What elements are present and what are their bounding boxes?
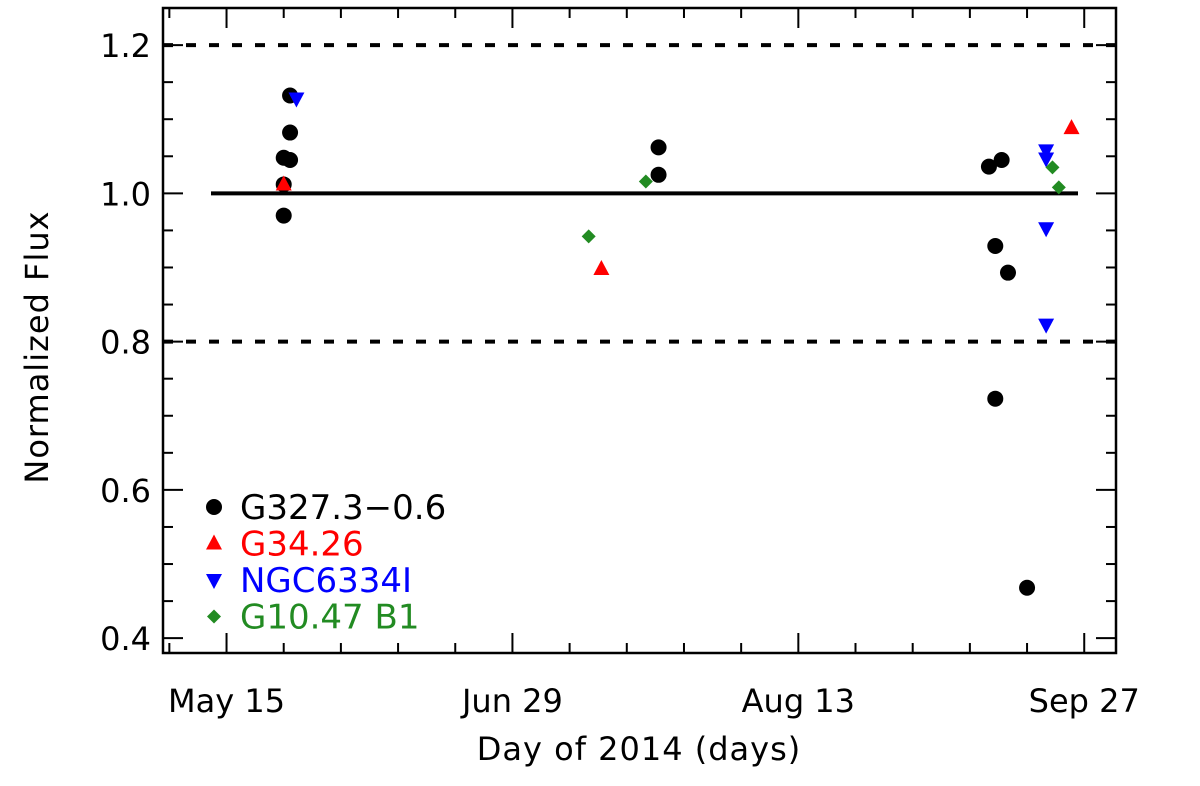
data-point-diamond xyxy=(581,229,596,244)
data-point-circle xyxy=(275,207,292,224)
data-point-circle xyxy=(999,264,1016,281)
series-3 xyxy=(581,160,1066,244)
y-tick-label: 1.0 xyxy=(100,175,151,213)
series-1 xyxy=(275,119,1080,275)
data-point-triangle-up xyxy=(593,259,610,275)
y-tick-label: 0.6 xyxy=(100,472,151,510)
y-tick-label: 0.4 xyxy=(100,620,151,658)
data-point-diamond xyxy=(1051,180,1066,195)
legend-marker-circle xyxy=(206,499,222,515)
series-0 xyxy=(275,87,1036,596)
data-point-circle xyxy=(980,158,997,175)
y-tick-label: 1.2 xyxy=(100,27,151,65)
data-point-diamond xyxy=(638,174,653,189)
legend-label: G34.26 xyxy=(240,525,364,565)
data-point-triangle-down xyxy=(288,92,305,108)
y-axis-title: Normalized Flux xyxy=(18,210,56,483)
data-point-circle xyxy=(987,390,1004,407)
legend-marker-triangle-down xyxy=(206,574,222,589)
data-point-triangle-down xyxy=(1038,222,1055,238)
plot-frame xyxy=(161,6,1118,655)
legend-item: G34.26 xyxy=(206,525,364,565)
x-tick-label: Sep 27 xyxy=(1029,682,1140,720)
data-point-circle xyxy=(993,151,1010,168)
data-point-triangle-up xyxy=(1063,119,1080,135)
legend-item: NGC6334I xyxy=(206,561,412,601)
legend-label: NGC6334I xyxy=(240,561,412,601)
legend-marker-triangle-up xyxy=(206,534,222,550)
y-tick-label: 0.8 xyxy=(100,324,151,362)
x-tick-label: Jun 29 xyxy=(460,682,563,720)
data-point-triangle-down xyxy=(1038,318,1055,334)
tick-labels: 0.4 0.6 0.8 1.0 1.2 May 15 Jun 29 Aug 13 Sep 27 xyxy=(100,27,1140,720)
data-point-triangle-down xyxy=(1038,144,1055,160)
data-point-circle xyxy=(650,139,667,156)
data-point-diamond xyxy=(1045,160,1060,175)
data-point-circle xyxy=(1019,579,1036,596)
data-point-circle xyxy=(650,166,667,183)
data-point-triangle-up xyxy=(275,175,292,191)
data-points xyxy=(275,87,1080,596)
legend-marker-diamond xyxy=(207,609,221,624)
legend-label: G10.47 B1 xyxy=(240,598,419,638)
legend-label: G327.3−0.6 xyxy=(240,488,446,528)
series-2 xyxy=(288,92,1055,334)
legend-item: G10.47 B1 xyxy=(207,598,419,638)
x-tick-label: May 15 xyxy=(168,682,285,720)
data-point-circle xyxy=(282,151,299,168)
axis-ticks xyxy=(163,8,1116,653)
reference-lines xyxy=(163,43,1116,344)
data-point-triangle-down xyxy=(1038,152,1055,168)
legend-item: G327.3−0.6 xyxy=(206,488,446,528)
data-point-circle xyxy=(282,124,299,141)
x-tick-label: Aug 13 xyxy=(742,682,855,720)
x-axis-title: Day of 2014 (days) xyxy=(477,730,801,768)
data-point-circle xyxy=(987,237,1004,254)
